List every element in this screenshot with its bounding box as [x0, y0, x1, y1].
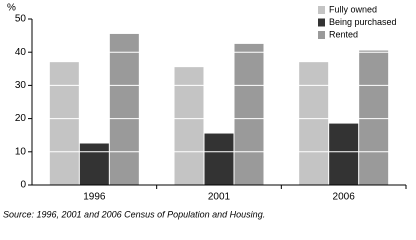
legend-swatch	[318, 6, 325, 14]
source-note: Source: 1996, 2001 and 2006 Census of Po…	[3, 209, 265, 219]
x-tick-label: 2001	[208, 192, 231, 203]
legend-swatch	[318, 31, 325, 39]
y-tick-label: 10	[15, 146, 27, 157]
legend-label: Fully owned	[329, 4, 377, 14]
bar	[329, 123, 359, 185]
bar	[359, 50, 389, 185]
legend-label: Rented	[329, 29, 358, 39]
bar	[49, 62, 79, 185]
chart: % Source: 1996, 2001 and 2006 Census of …	[3, 3, 407, 219]
bar	[234, 43, 264, 186]
y-tick-label: 40	[15, 47, 27, 58]
legend-swatch	[318, 18, 325, 27]
bar	[204, 133, 234, 185]
x-tick-label: 2006	[333, 192, 356, 203]
y-tick-label: 50	[15, 14, 27, 25]
y-tick-label: 30	[15, 80, 27, 91]
bar	[109, 33, 139, 185]
y-tick-label: 0	[20, 180, 26, 191]
bar	[79, 143, 109, 185]
y-axis-label: %	[7, 3, 16, 14]
legend-label: Being purchased	[329, 17, 397, 27]
bar	[299, 62, 329, 185]
bar	[174, 67, 204, 185]
x-tick-label: 1996	[83, 192, 106, 203]
page: {"chart_data": {"type": "bar", "y_label"…	[3, 2, 407, 220]
y-tick-label: 20	[15, 113, 27, 124]
